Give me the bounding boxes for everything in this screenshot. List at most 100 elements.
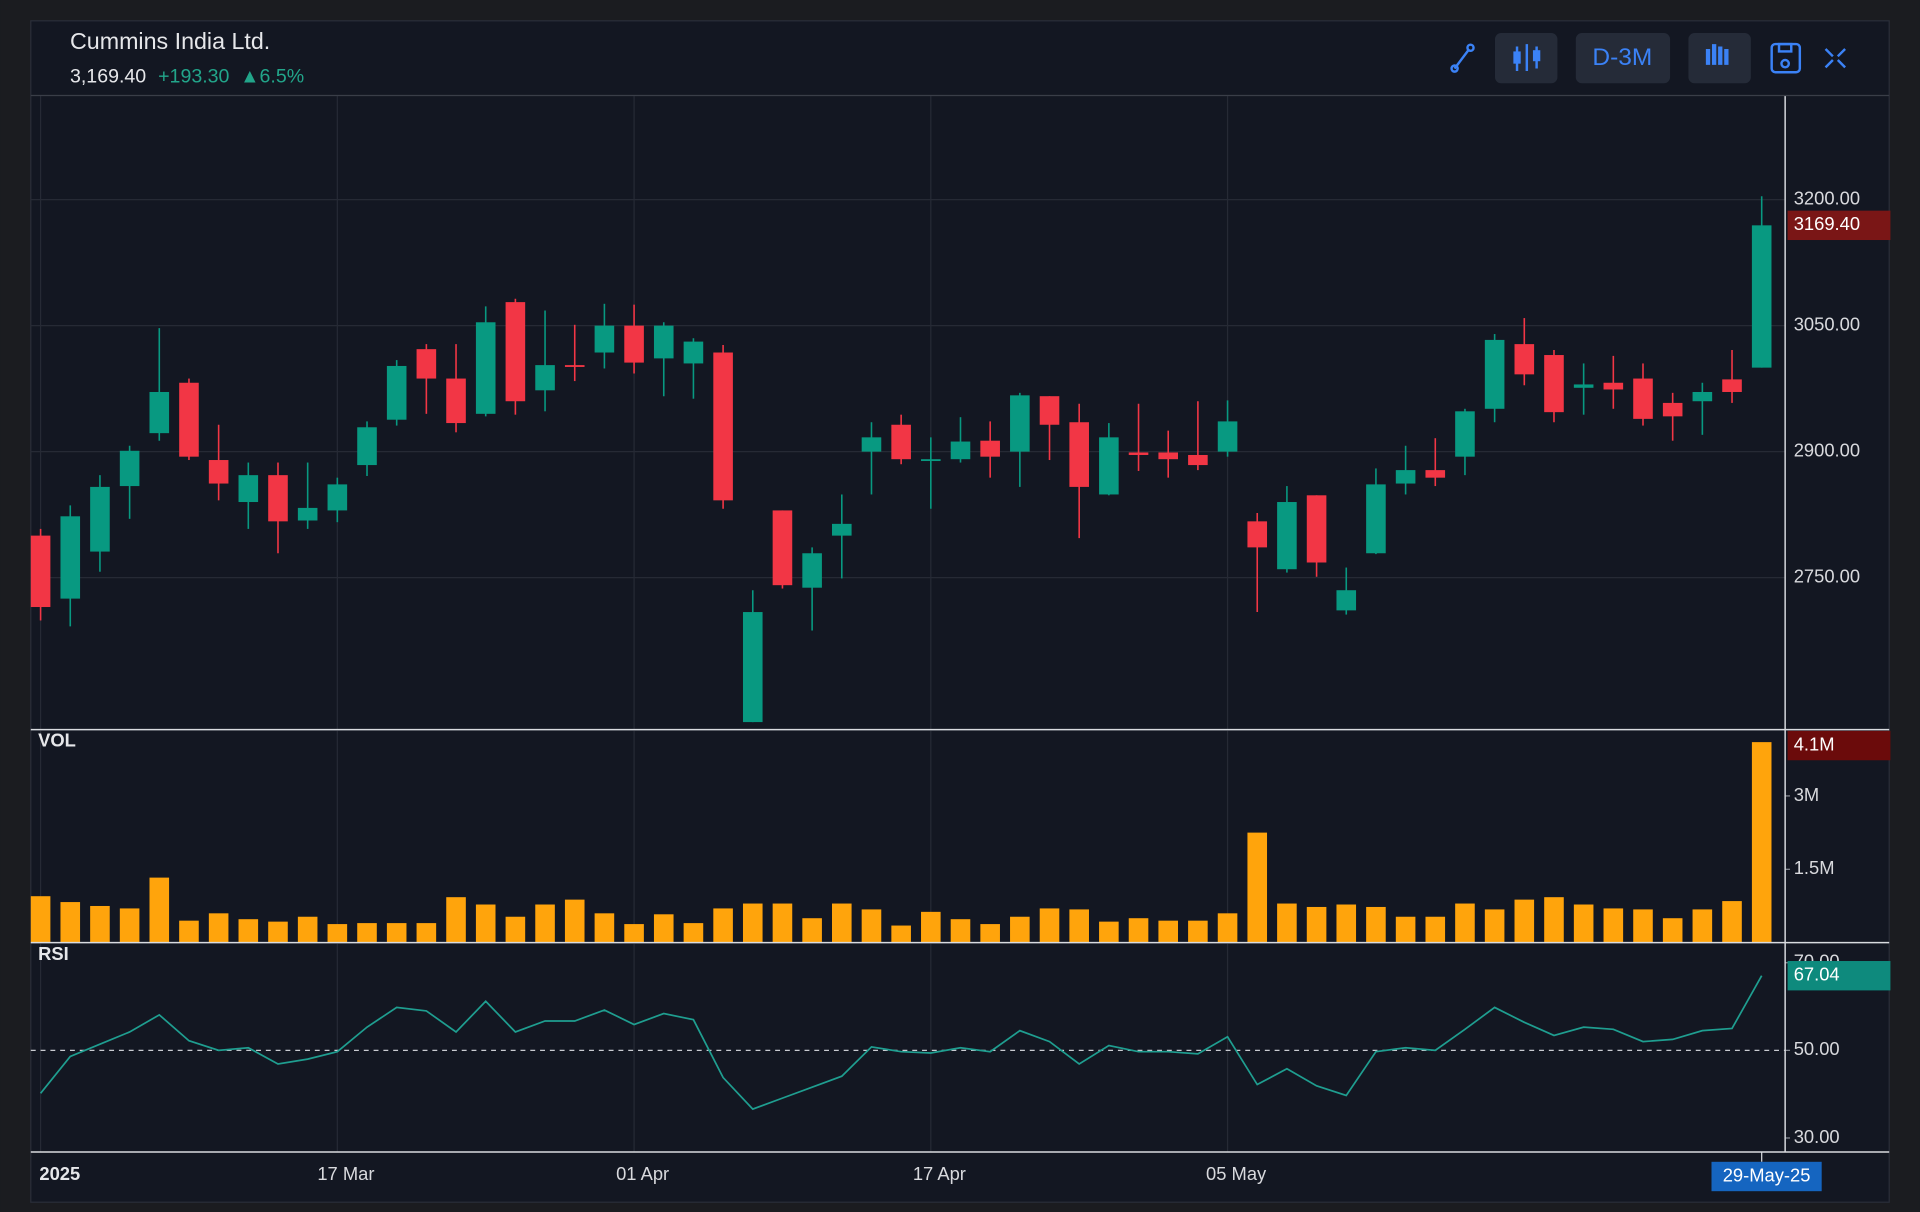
- volume-bar: [950, 919, 971, 943]
- volume-bar: [861, 909, 882, 943]
- volume-bar: [505, 916, 526, 943]
- last-value-tag: [1787, 730, 1891, 761]
- candle-body: [1069, 422, 1089, 487]
- volume-bar: [90, 905, 110, 943]
- volume-bar: [1188, 920, 1208, 943]
- volume-bar: [1128, 918, 1149, 943]
- y-tick-label: 3200.00: [1794, 187, 1860, 208]
- candle-body: [357, 427, 377, 466]
- y-tick-label: 30.00: [1794, 1126, 1840, 1147]
- volume-bar: [1722, 901, 1742, 943]
- candle-body: [1395, 470, 1416, 484]
- candle-body: [1366, 484, 1386, 554]
- panel-title: RSI: [38, 943, 69, 964]
- volume-bar: [268, 921, 288, 943]
- candle-body: [713, 352, 733, 501]
- candle-body: [980, 440, 1000, 457]
- volume-bar: [1336, 904, 1357, 943]
- volume-bar: [60, 902, 81, 943]
- indicator-button[interactable]: [1688, 33, 1751, 84]
- volume-bar: [1514, 899, 1535, 943]
- plot-area: 2025 17 Mar 01 Apr 17 Apr 05 May 2750.00 2900.…: [30, 94, 1891, 1192]
- volume-bar: [357, 923, 377, 943]
- volume-bar: [1692, 909, 1713, 943]
- candle-body: [564, 365, 585, 367]
- candle-body: [90, 486, 110, 552]
- volume-bar: [1544, 897, 1564, 943]
- volume-bar: [1099, 921, 1119, 943]
- volume-bar: [1217, 913, 1238, 943]
- volume-bar: [446, 897, 466, 943]
- volume-bar: [1277, 903, 1297, 943]
- collapse-button[interactable]: [1824, 48, 1846, 69]
- symbol-title: Cummins India Ltd.: [70, 28, 270, 54]
- volume-bar: [386, 923, 407, 943]
- x-tick-label: 17 Mar: [317, 1163, 374, 1184]
- x-tick-label: 01 Apr: [616, 1163, 669, 1184]
- candle-body: [1039, 396, 1060, 425]
- volume-bar: [832, 903, 852, 943]
- candle-body: [1336, 590, 1357, 611]
- volume-bar: [802, 918, 822, 943]
- rsi-line: [39, 975, 1763, 1111]
- volume-bar: [535, 904, 555, 943]
- candle-body: [60, 516, 81, 599]
- candle-body: [1633, 378, 1653, 419]
- volume-bar: [416, 923, 437, 943]
- volume-bar: [1455, 903, 1475, 943]
- panel-title: VOL: [38, 730, 76, 751]
- candle-type-button[interactable]: [1494, 33, 1558, 84]
- last-value-tag: [1787, 961, 1891, 991]
- volume-bar: [1395, 916, 1416, 943]
- volume-bar: [980, 924, 1000, 943]
- candle-body: [950, 441, 971, 460]
- candle-body: [1662, 402, 1683, 417]
- price-change: +193.30: [158, 65, 229, 87]
- candle-body: [802, 553, 822, 588]
- y-tick-label: 3M: [1794, 784, 1820, 805]
- candle-body: [1692, 391, 1713, 402]
- y-tick-label: 1.5M: [1794, 857, 1835, 878]
- draw-tool[interactable]: [1450, 43, 1475, 73]
- candle-body: [1573, 384, 1594, 388]
- candle-body: [921, 459, 941, 462]
- y-tick-label: 2900.00: [1794, 439, 1860, 460]
- toolbar: D-3M: [1450, 33, 1846, 84]
- candle-body: [1010, 395, 1030, 452]
- candle-body: [327, 484, 348, 511]
- candle-body: [861, 437, 882, 452]
- candle-body: [1484, 339, 1505, 409]
- volume-bar: [921, 911, 941, 943]
- candle-body: [624, 325, 644, 363]
- candle-body: [832, 523, 852, 536]
- candle-body: [1425, 470, 1446, 478]
- interval-button[interactable]: D-3M: [1575, 33, 1671, 84]
- candle-body: [386, 365, 407, 420]
- volume-bar: [1425, 916, 1446, 943]
- candle-body: [1128, 452, 1149, 455]
- candle-body: [1099, 437, 1119, 495]
- candle-body: [297, 507, 318, 521]
- candle-body: [238, 475, 259, 503]
- volume-bar: [713, 908, 733, 943]
- y-tick-label: 50.00: [1794, 1038, 1840, 1059]
- cursor-date-label: 29-May-25: [1723, 1164, 1811, 1185]
- candle-body: [208, 460, 229, 484]
- volume-bar: [327, 924, 348, 943]
- volume-bar: [1069, 909, 1089, 943]
- candle-body: [535, 365, 555, 391]
- save-button[interactable]: [1770, 42, 1802, 74]
- candle-body: [1247, 521, 1268, 548]
- x-tick-label: 17 Apr: [913, 1163, 966, 1184]
- volume-bar: [1158, 920, 1179, 943]
- volume-bar: [1573, 904, 1594, 943]
- volume-bar: [1662, 918, 1683, 943]
- x-tick-label: 05 May: [1206, 1163, 1267, 1184]
- volume-bar: [208, 913, 229, 943]
- volume-bar: [119, 908, 140, 943]
- candle-body: [1455, 411, 1475, 457]
- candle-body: [30, 535, 51, 608]
- candle-body: [891, 424, 911, 460]
